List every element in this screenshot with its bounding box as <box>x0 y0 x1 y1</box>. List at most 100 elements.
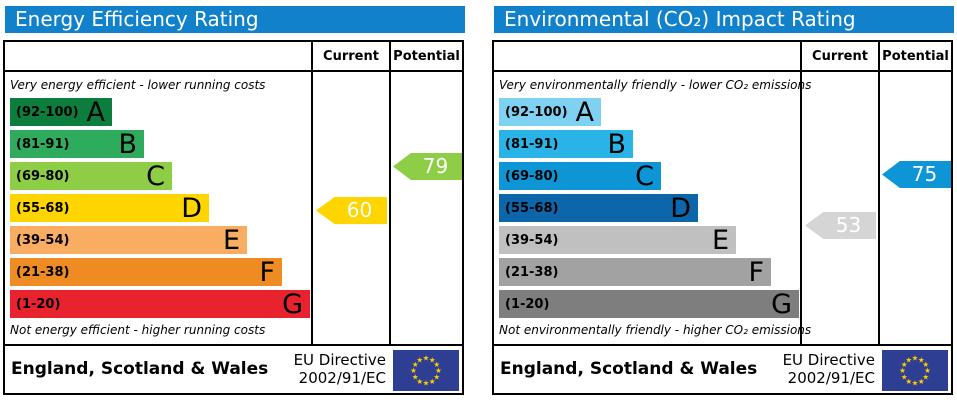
rating-table: Current Potential Very energy efficient … <box>3 40 464 395</box>
band-g: (1-20) G <box>499 290 799 318</box>
column-divider <box>878 42 880 344</box>
bottom-note: Not energy efficient - higher running co… <box>10 323 266 337</box>
svg-text:★: ★ <box>433 372 440 381</box>
band-a: (92-100) A <box>499 98 601 126</box>
region-label: England, Scotland & Wales <box>11 359 269 379</box>
eu-flag-icon: ★ ★★★★★★★★★★★ <box>393 350 459 391</box>
svg-text:★: ★ <box>922 372 929 381</box>
band-range: (1-20) <box>505 296 550 312</box>
potential-rating-arrow: 75 <box>882 161 951 188</box>
rating-table: Current Potential Very environmentally f… <box>492 40 953 395</box>
band-range: (69-80) <box>505 168 559 184</box>
band-letter: F <box>748 256 764 288</box>
svg-text:★: ★ <box>412 372 419 381</box>
band-g: (1-20) G <box>10 290 310 318</box>
panel-title: Energy Efficiency Rating <box>5 6 465 33</box>
band-letter: B <box>118 128 137 160</box>
band-c: (69-80) C <box>499 162 661 190</box>
band-range: (21-38) <box>505 264 559 280</box>
band-letter: E <box>711 224 729 256</box>
eu-directive-line2: 2002/91/EC <box>298 369 386 387</box>
svg-text:★: ★ <box>423 379 430 388</box>
band-d: (55-68) D <box>499 194 698 222</box>
eu-directive-label: EU Directive 2002/91/EC <box>294 351 386 387</box>
region-label: England, Scotland & Wales <box>500 359 758 379</box>
band-range: (55-68) <box>16 200 70 216</box>
svg-text:★: ★ <box>918 377 925 386</box>
band-range: (55-68) <box>505 200 559 216</box>
band-letter: F <box>259 256 275 288</box>
band-letter: C <box>635 160 654 192</box>
band-range: (81-91) <box>16 136 70 152</box>
svg-text:★: ★ <box>416 377 423 386</box>
column-divider <box>311 42 313 344</box>
band-letter: A <box>575 96 594 128</box>
top-note: Very environmentally friendly - lower CO… <box>499 78 812 92</box>
band-range: (1-20) <box>16 296 61 312</box>
footer-row: England, Scotland & Wales EU Directive 2… <box>494 344 951 393</box>
column-divider <box>800 42 802 344</box>
eu-flag-icon: ★ ★★★★★★★★★★★ <box>882 350 948 391</box>
band-e: (39-54) E <box>10 226 247 254</box>
band-letter: D <box>181 192 202 224</box>
svg-text:★: ★ <box>416 355 423 364</box>
column-divider <box>389 42 391 344</box>
band-letter: G <box>282 288 303 320</box>
band-letter: A <box>86 96 105 128</box>
top-note: Very energy efficient - lower running co… <box>10 78 266 92</box>
svg-text:★: ★ <box>429 377 436 386</box>
svg-text:★: ★ <box>905 377 912 386</box>
band-range: (39-54) <box>505 232 559 248</box>
potential-rating-arrow: 79 <box>393 153 462 180</box>
svg-text:★: ★ <box>435 366 442 375</box>
band-c: (69-80) C <box>10 162 172 190</box>
svg-text:★: ★ <box>918 355 925 364</box>
band-letter: G <box>771 288 792 320</box>
svg-text:★: ★ <box>912 379 919 388</box>
band-e: (39-54) E <box>499 226 736 254</box>
column-header-row: Current Potential <box>5 42 462 72</box>
svg-text:★: ★ <box>905 355 912 364</box>
svg-text:★: ★ <box>433 360 440 369</box>
current-column-header: Current <box>323 49 379 64</box>
svg-text:★: ★ <box>423 354 430 363</box>
svg-text:★: ★ <box>410 366 417 375</box>
energy-efficiency-panel: Energy Efficiency Rating Current Potenti… <box>2 0 468 404</box>
band-letter: D <box>670 192 691 224</box>
panel-title: Environmental (CO₂) Impact Rating <box>494 6 954 33</box>
footer-row: England, Scotland & Wales EU Directive 2… <box>5 344 462 393</box>
band-b: (81-91) B <box>499 130 633 158</box>
band-letter: C <box>146 160 165 192</box>
svg-text:★: ★ <box>901 360 908 369</box>
eu-directive-line1: EU Directive <box>293 351 386 369</box>
bottom-note: Not environmentally friendly - higher CO… <box>499 323 812 337</box>
band-range: (21-38) <box>16 264 70 280</box>
co2-impact-panel: Environmental (CO₂) Impact Rating Curren… <box>491 0 957 404</box>
column-header-row: Current Potential <box>494 42 951 72</box>
band-b: (81-91) B <box>10 130 144 158</box>
band-a: (92-100) A <box>10 98 112 126</box>
eu-directive-line2: 2002/91/EC <box>787 369 875 387</box>
band-letter: E <box>222 224 240 256</box>
band-range: (81-91) <box>505 136 559 152</box>
potential-column-header: Potential <box>882 49 949 64</box>
band-d: (55-68) D <box>10 194 209 222</box>
band-f: (21-38) F <box>10 258 282 286</box>
current-rating-arrow: 53 <box>805 212 876 239</box>
band-letter: B <box>607 128 626 160</box>
potential-column-header: Potential <box>393 49 460 64</box>
eu-directive-label: EU Directive 2002/91/EC <box>783 351 875 387</box>
svg-text:★: ★ <box>922 360 929 369</box>
band-range: (39-54) <box>16 232 70 248</box>
svg-text:★: ★ <box>912 354 919 363</box>
band-range: (92-100) <box>16 104 79 120</box>
current-column-header: Current <box>812 49 868 64</box>
eu-directive-line1: EU Directive <box>782 351 875 369</box>
band-range: (92-100) <box>505 104 568 120</box>
band-range: (69-80) <box>16 168 70 184</box>
svg-text:★: ★ <box>901 372 908 381</box>
svg-text:★: ★ <box>924 366 931 375</box>
current-rating-arrow: 60 <box>316 197 387 224</box>
band-f: (21-38) F <box>499 258 771 286</box>
svg-text:★: ★ <box>412 360 419 369</box>
